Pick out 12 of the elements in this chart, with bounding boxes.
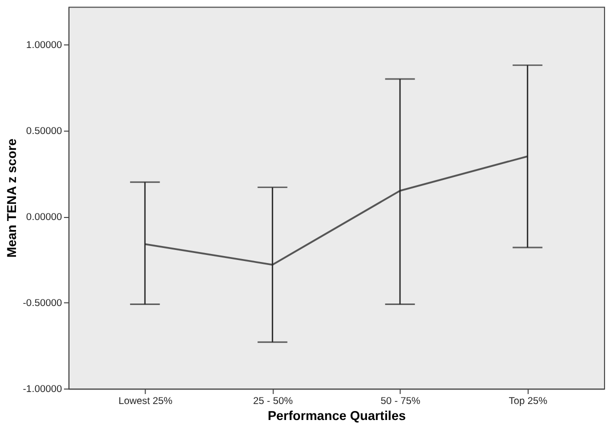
y-tick-label: 0.50000 [26,126,62,138]
line-series [144,155,528,266]
y-tick-label: 1.00000 [26,40,62,52]
x-tick-label: 25 - 50% [253,396,293,407]
y-tick-label: -1.00000 [22,384,62,396]
x-tick-label: Top 25% [508,396,548,407]
x-tick-label: Lowest 25% [118,396,173,407]
x-axis-title: Performance Quartiles [268,408,406,423]
y-tick-label: 0.00000 [26,212,62,224]
y-axis-title: Mean TENA z score [4,138,19,258]
y-tick-label: -0.50000 [22,298,62,310]
x-tick-label: 50 - 75% [380,396,421,407]
